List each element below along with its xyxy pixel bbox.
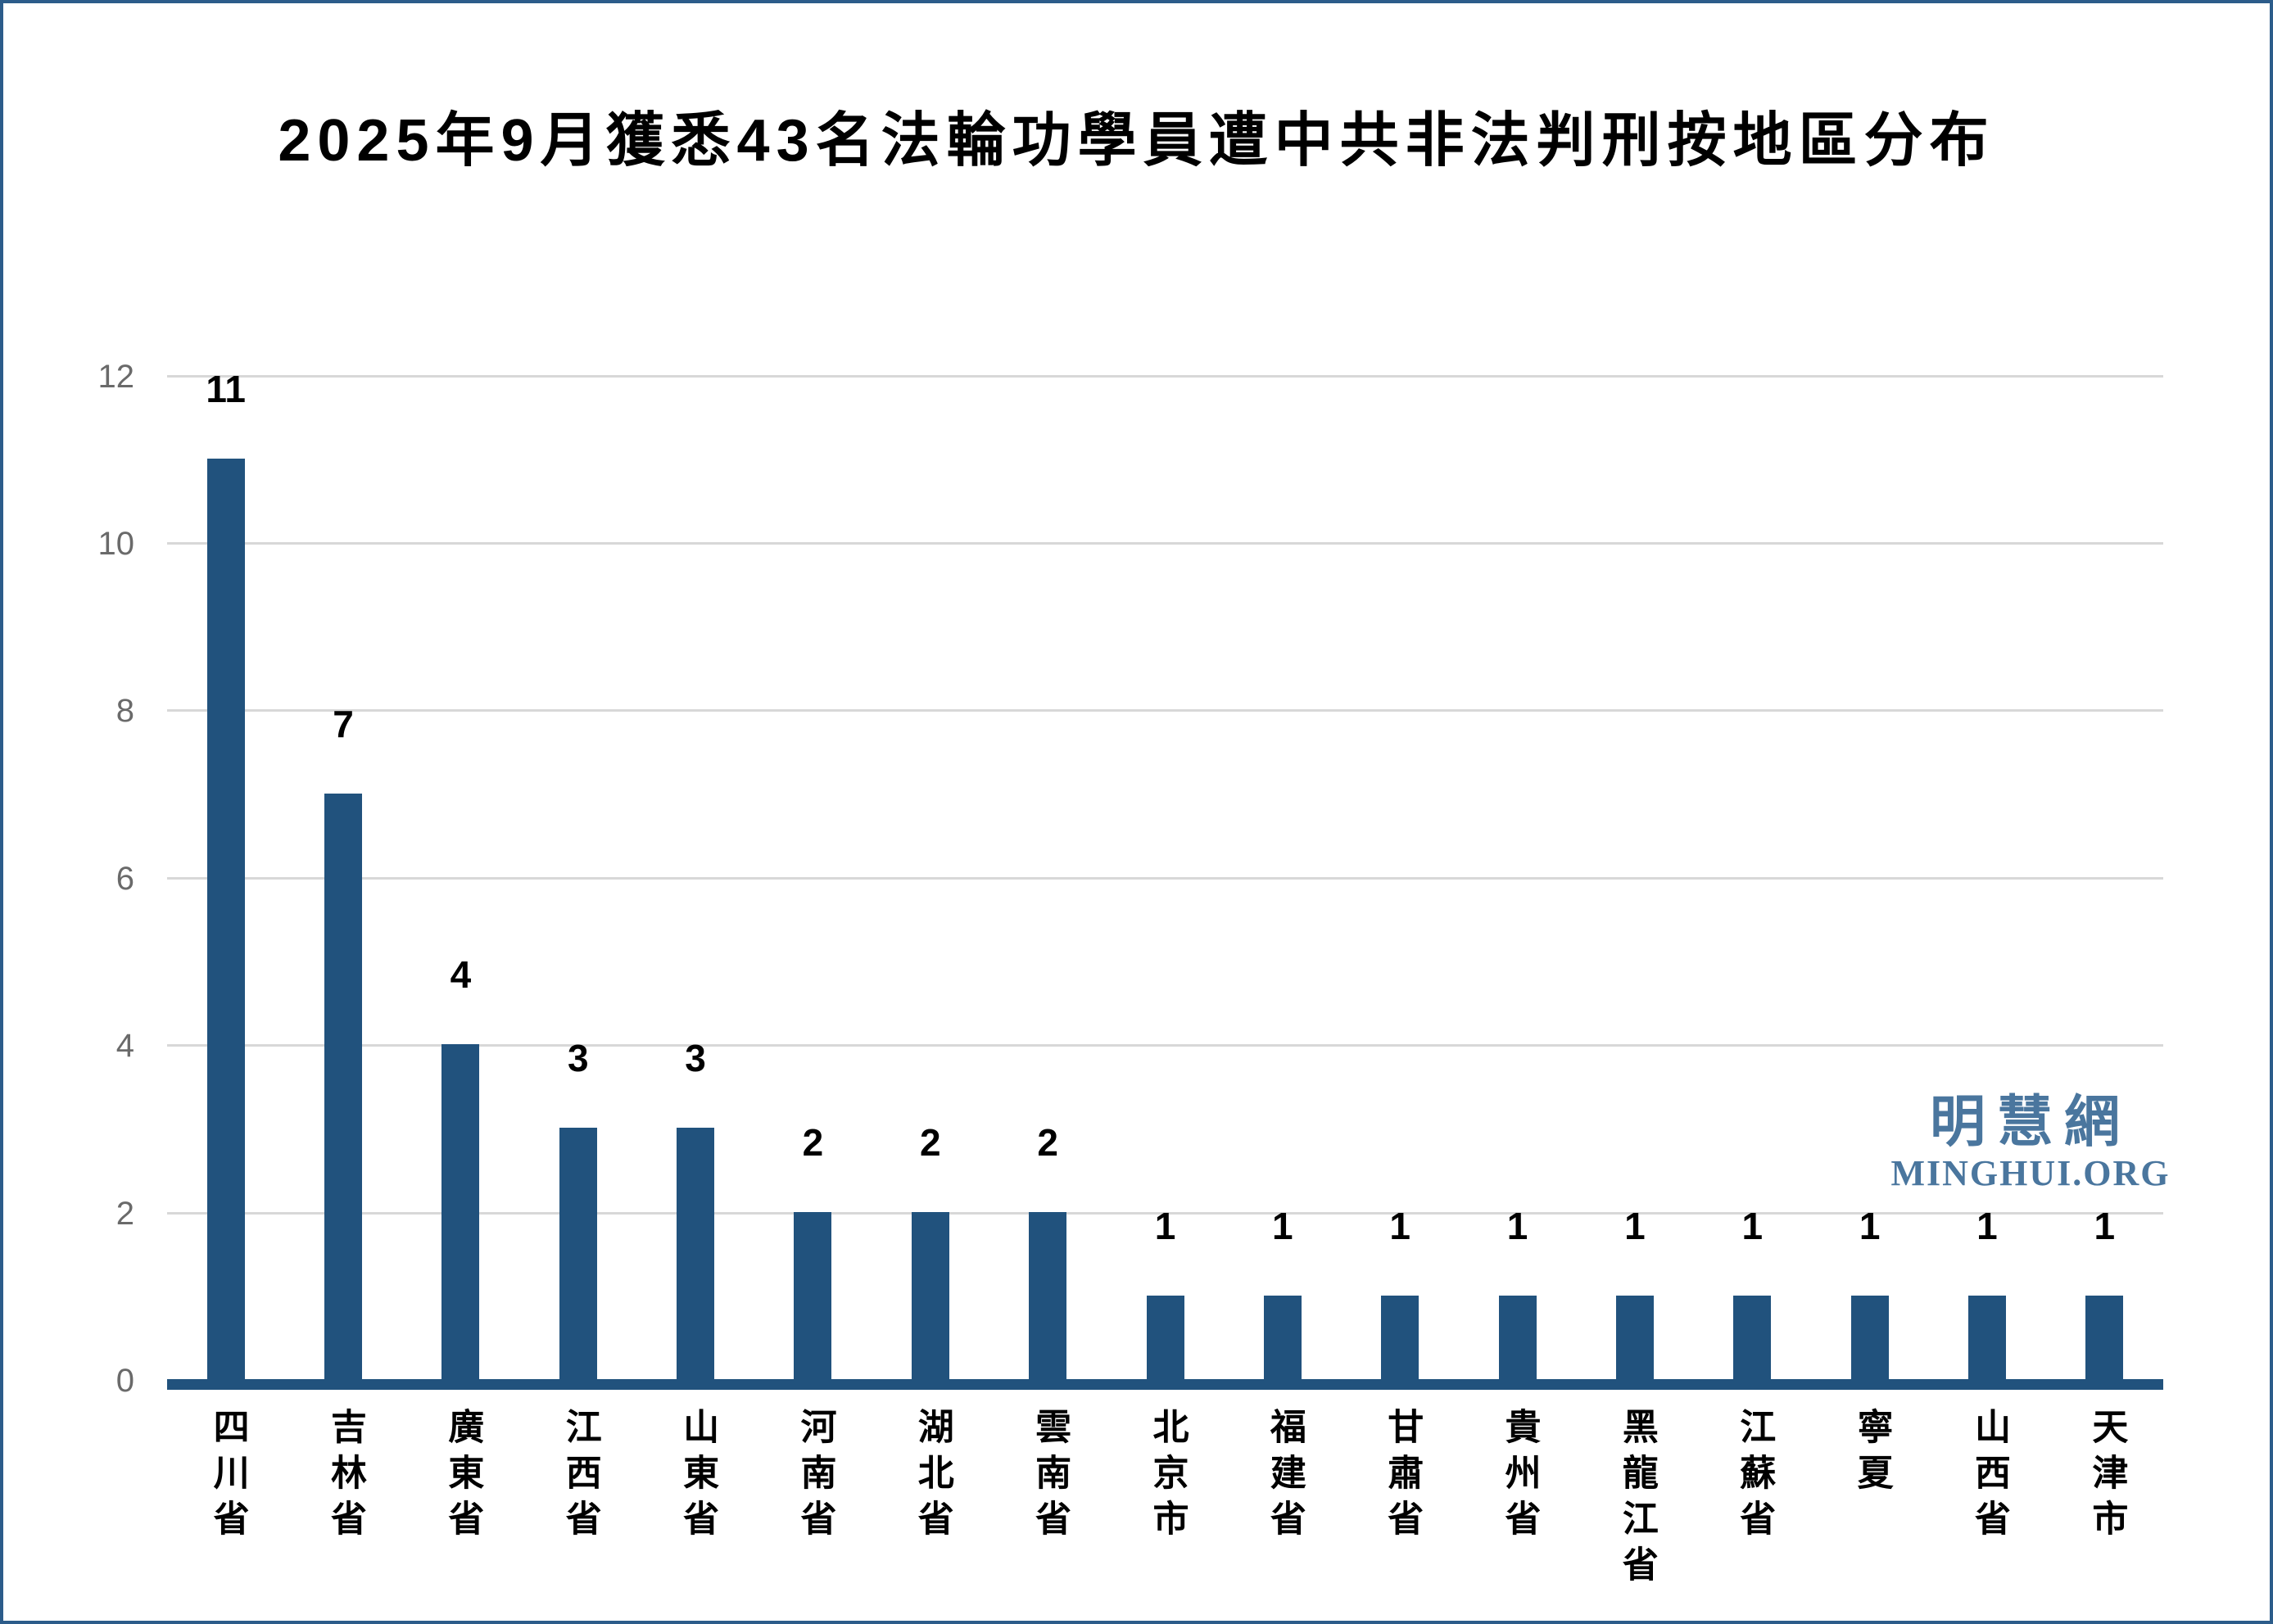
x-axis-category-label: 北京市 (1147, 1408, 1188, 1545)
bar (324, 793, 363, 1390)
bar (1029, 1211, 1067, 1390)
bar (2085, 1295, 2124, 1390)
bar (1146, 1295, 1184, 1390)
bar-value-label: 1 (1624, 1204, 1646, 1247)
bar (794, 1211, 832, 1390)
gridline (167, 542, 2163, 545)
minghui-logo-cjk: 明慧網 (1929, 1091, 2131, 1153)
bar-value-label: 1 (2094, 1204, 2116, 1247)
y-axis-tick-label: 12 (97, 358, 135, 395)
x-axis-category-label: 四川省 (207, 1408, 248, 1545)
minghui-logo-latin: MINGHUI.ORG (1890, 1153, 2171, 1193)
x-axis-category-label: 山東省 (677, 1408, 718, 1545)
bar-value-label: 2 (802, 1120, 824, 1164)
bar-value-label: 1 (1272, 1204, 1293, 1247)
bar-value-label: 1 (1976, 1204, 1998, 1247)
bar-value-label: 11 (206, 367, 246, 410)
bar (1381, 1295, 1419, 1390)
x-axis-category-label: 天津市 (2086, 1408, 2127, 1545)
bar-value-label: 7 (333, 702, 354, 745)
bar-value-label: 2 (1037, 1120, 1058, 1164)
x-axis-line (167, 1379, 2163, 1390)
y-axis-tick-label: 10 (97, 526, 135, 562)
bar-value-label: 1 (1389, 1204, 1410, 1247)
x-axis-category-label: 江蘇省 (1734, 1408, 1775, 1545)
bar (1967, 1295, 2006, 1390)
bar (559, 1128, 597, 1390)
gridline (167, 374, 2163, 378)
bar-value-label: 4 (450, 953, 472, 997)
chart-title: 2025年9月獲悉43名法輪功學員遭中共非法判刑按地區分布 (278, 108, 1995, 174)
y-axis-tick-label: 6 (115, 860, 134, 897)
x-axis-category-label: 江西省 (559, 1408, 600, 1545)
x-axis-category-label: 甘肅省 (1382, 1408, 1423, 1545)
gridline (167, 1044, 2163, 1047)
bar (1615, 1295, 1654, 1390)
y-axis-tick-label: 0 (115, 1363, 134, 1399)
gridline (167, 876, 2163, 880)
bar (441, 1044, 480, 1390)
y-axis-tick-label: 8 (115, 693, 134, 730)
bar (677, 1128, 715, 1390)
bar (1263, 1295, 1302, 1390)
x-axis-category-label: 黑龍江省 (1616, 1408, 1657, 1591)
bar-value-label: 1 (1506, 1204, 1528, 1247)
bar-value-label: 1 (1741, 1204, 1764, 1247)
bar-value-label: 1 (1154, 1204, 1176, 1247)
x-axis-category-label: 廣東省 (442, 1408, 483, 1545)
minghui-watermark: 明慧網 MINGHUI.ORG (1887, 1091, 2174, 1194)
bar-value-label: 3 (685, 1037, 706, 1080)
bar (911, 1211, 949, 1390)
gridline (167, 1211, 2163, 1215)
bar-value-label: 2 (919, 1120, 941, 1164)
y-axis-tick-label: 2 (115, 1195, 134, 1232)
x-axis-category-label: 寧夏 (1851, 1408, 1892, 1500)
bar (1850, 1295, 1889, 1390)
bar (1498, 1295, 1537, 1390)
x-axis-category-label: 河南省 (795, 1408, 835, 1545)
x-axis-category-label: 貴州省 (1499, 1408, 1540, 1545)
bar (206, 458, 245, 1390)
x-axis-category-label: 山西省 (1968, 1408, 2009, 1545)
bar (1733, 1295, 1772, 1390)
x-axis-category-label: 吉林省 (325, 1408, 366, 1545)
bar-value-label: 1 (1859, 1204, 1881, 1247)
y-axis-tick-label: 4 (115, 1028, 134, 1065)
bar-value-label: 3 (567, 1037, 589, 1080)
x-axis-category-label: 福建省 (1264, 1408, 1305, 1545)
x-axis-category-label: 湖北省 (912, 1408, 953, 1545)
x-axis-category-label: 雲南省 (1030, 1408, 1071, 1545)
gridline (167, 709, 2163, 712)
